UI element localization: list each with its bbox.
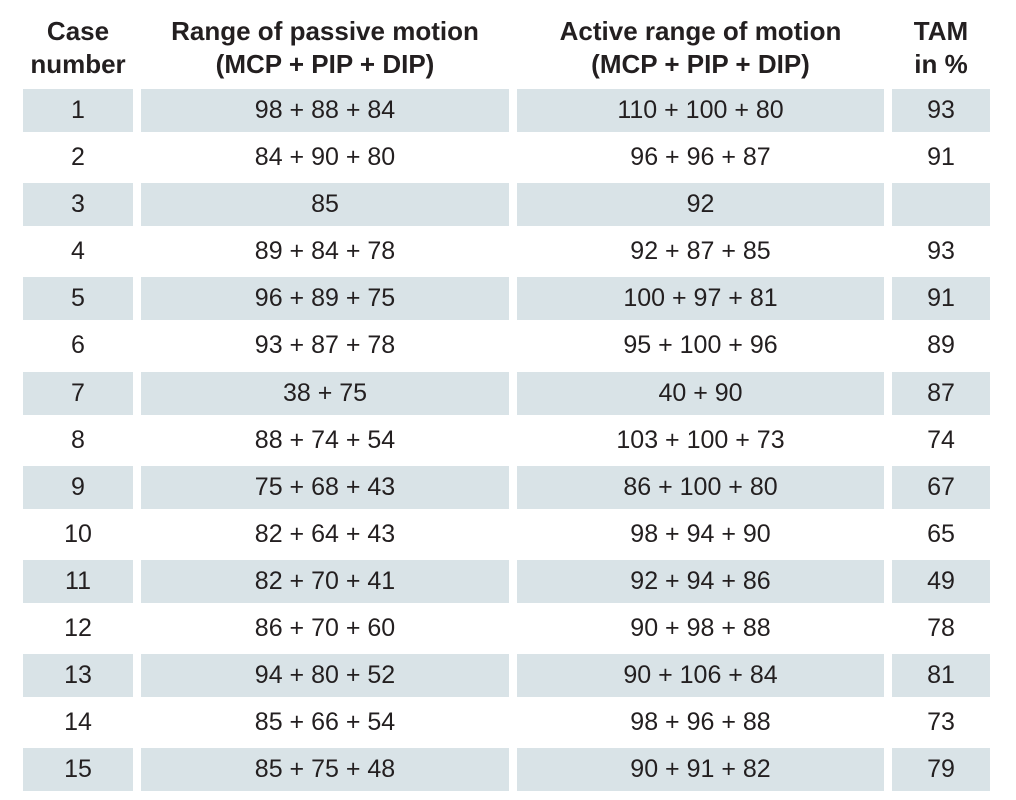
passive-motion-cell: 85 + 75 + 48 [141,748,509,792]
case-number-cell: 7 [23,371,133,415]
tam-cell: 65 [927,519,955,548]
case-number-cell: 15 [23,748,133,792]
table-row: 3 85 92 [0,181,1016,228]
header-line: (MCP + PIP + DIP) [215,49,435,79]
table-row: 10 82 + 64 + 43 98 + 94 + 90 65 [0,511,1016,558]
table-row: 15 85 + 75 + 48 90 + 91 + 82 79 [0,746,1016,793]
passive-motion-cell: 93 + 87 + 78 [254,331,396,360]
case-number-cell: 12 [64,614,92,643]
case-number-cell: 13 [23,654,133,698]
header-case-number: Case number [23,12,133,84]
active-motion-cell: 90 + 98 + 88 [630,614,771,643]
table-header-row: Case number Range of passive motion (MCP… [0,12,1016,84]
passive-motion-cell: 75 + 68 + 43 [141,465,509,509]
tam-cell: 81 [892,654,990,698]
passive-motion-cell: 84 + 90 + 80 [254,143,396,172]
tam-cell: 91 [927,143,955,172]
header-line: in % [914,49,968,79]
active-motion-cell: 98 + 94 + 90 [630,519,771,548]
table-row: 6 93 + 87 + 78 95 + 100 + 96 89 [0,322,1016,369]
tam-cell: 93 [927,237,955,266]
passive-motion-cell: 88 + 74 + 54 [254,425,396,454]
case-number-cell: 8 [71,425,85,454]
table-row: 2 84 + 90 + 80 96 + 96 + 87 91 [0,134,1016,181]
header-tam: TAM in % [892,12,990,84]
case-number-cell: 3 [23,183,133,227]
header-line: Active range of motion [559,16,842,46]
table-row: 14 85 + 66 + 54 98 + 96 + 88 73 [0,699,1016,746]
active-motion-cell: 90 + 91 + 82 [517,748,884,792]
active-motion-cell: 98 + 96 + 88 [630,708,771,737]
table-body: 1 98 + 88 + 84 110 + 100 + 80 93 2 84 + 90 + … [0,87,1016,793]
tam-cell: 89 [927,331,955,360]
tam-cell: 67 [892,465,990,509]
passive-motion-cell: 38 + 75 [141,371,509,415]
case-number-cell: 1 [23,89,133,132]
active-motion-cell: 92 + 94 + 86 [517,559,884,603]
tam-cell: 93 [892,89,990,132]
header-line: Case [46,16,110,46]
tam-cell: 78 [927,614,955,643]
table-row: 12 86 + 70 + 60 90 + 98 + 88 78 [0,605,1016,652]
case-number-cell: 4 [71,237,85,266]
table-row: 9 75 + 68 + 43 86 + 100 + 80 67 [0,464,1016,511]
header-passive-motion: Range of passive motion (MCP + PIP + DIP… [141,12,509,84]
passive-motion-cell: 85 [141,183,509,227]
active-motion-cell: 92 + 87 + 85 [630,237,771,266]
case-number-cell: 9 [23,465,133,509]
header-line: (MCP + PIP + DIP) [591,49,810,79]
active-motion-cell: 40 + 90 [517,371,884,415]
case-number-cell: 14 [64,708,92,737]
passive-motion-cell: 86 + 70 + 60 [254,614,396,643]
tam-cell: 73 [927,708,955,737]
tam-cell: 79 [892,748,990,792]
passive-motion-cell: 85 + 66 + 54 [254,708,396,737]
active-motion-cell: 96 + 96 + 87 [630,143,771,172]
case-number-cell: 6 [71,331,85,360]
tam-cell: 74 [927,425,955,454]
active-motion-cell: 92 [517,183,884,227]
active-motion-cell: 90 + 106 + 84 [517,654,884,698]
active-motion-cell: 100 + 97 + 81 [517,277,884,321]
passive-motion-cell: 82 + 64 + 43 [254,519,396,548]
table-row: 7 38 + 75 40 + 90 87 [0,370,1016,417]
table-row: 13 94 + 80 + 52 90 + 106 + 84 81 [0,652,1016,699]
case-number-cell: 10 [64,519,92,548]
header-line: Range of passive motion [171,16,479,46]
active-motion-cell: 110 + 100 + 80 [517,89,884,132]
case-number-cell: 5 [23,277,133,321]
table-row: 11 82 + 70 + 41 92 + 94 + 86 49 [0,558,1016,605]
header-line: number [30,49,126,79]
passive-motion-cell: 94 + 80 + 52 [141,654,509,698]
table-row: 5 96 + 89 + 75 100 + 97 + 81 91 [0,275,1016,322]
table-row: 1 98 + 88 + 84 110 + 100 + 80 93 [0,87,1016,134]
passive-motion-cell: 89 + 84 + 78 [254,237,396,266]
case-number-cell: 11 [23,559,133,603]
active-motion-cell: 86 + 100 + 80 [517,465,884,509]
passive-motion-cell: 96 + 89 + 75 [141,277,509,321]
active-motion-cell: 103 + 100 + 73 [616,425,785,454]
table-row: 8 88 + 74 + 54 103 + 100 + 73 74 [0,417,1016,464]
tam-cell: 49 [892,559,990,603]
header-line: TAM [913,16,969,46]
passive-motion-cell: 98 + 88 + 84 [141,89,509,132]
header-active-motion: Active range of motion (MCP + PIP + DIP) [517,12,884,84]
tam-cell [892,183,990,227]
active-motion-cell: 95 + 100 + 96 [623,331,778,360]
tam-cell: 87 [892,371,990,415]
passive-motion-cell: 82 + 70 + 41 [141,559,509,603]
case-number-cell: 2 [71,143,85,172]
table-row: 4 89 + 84 + 78 92 + 87 + 85 93 [0,228,1016,275]
tam-cell: 91 [892,277,990,321]
